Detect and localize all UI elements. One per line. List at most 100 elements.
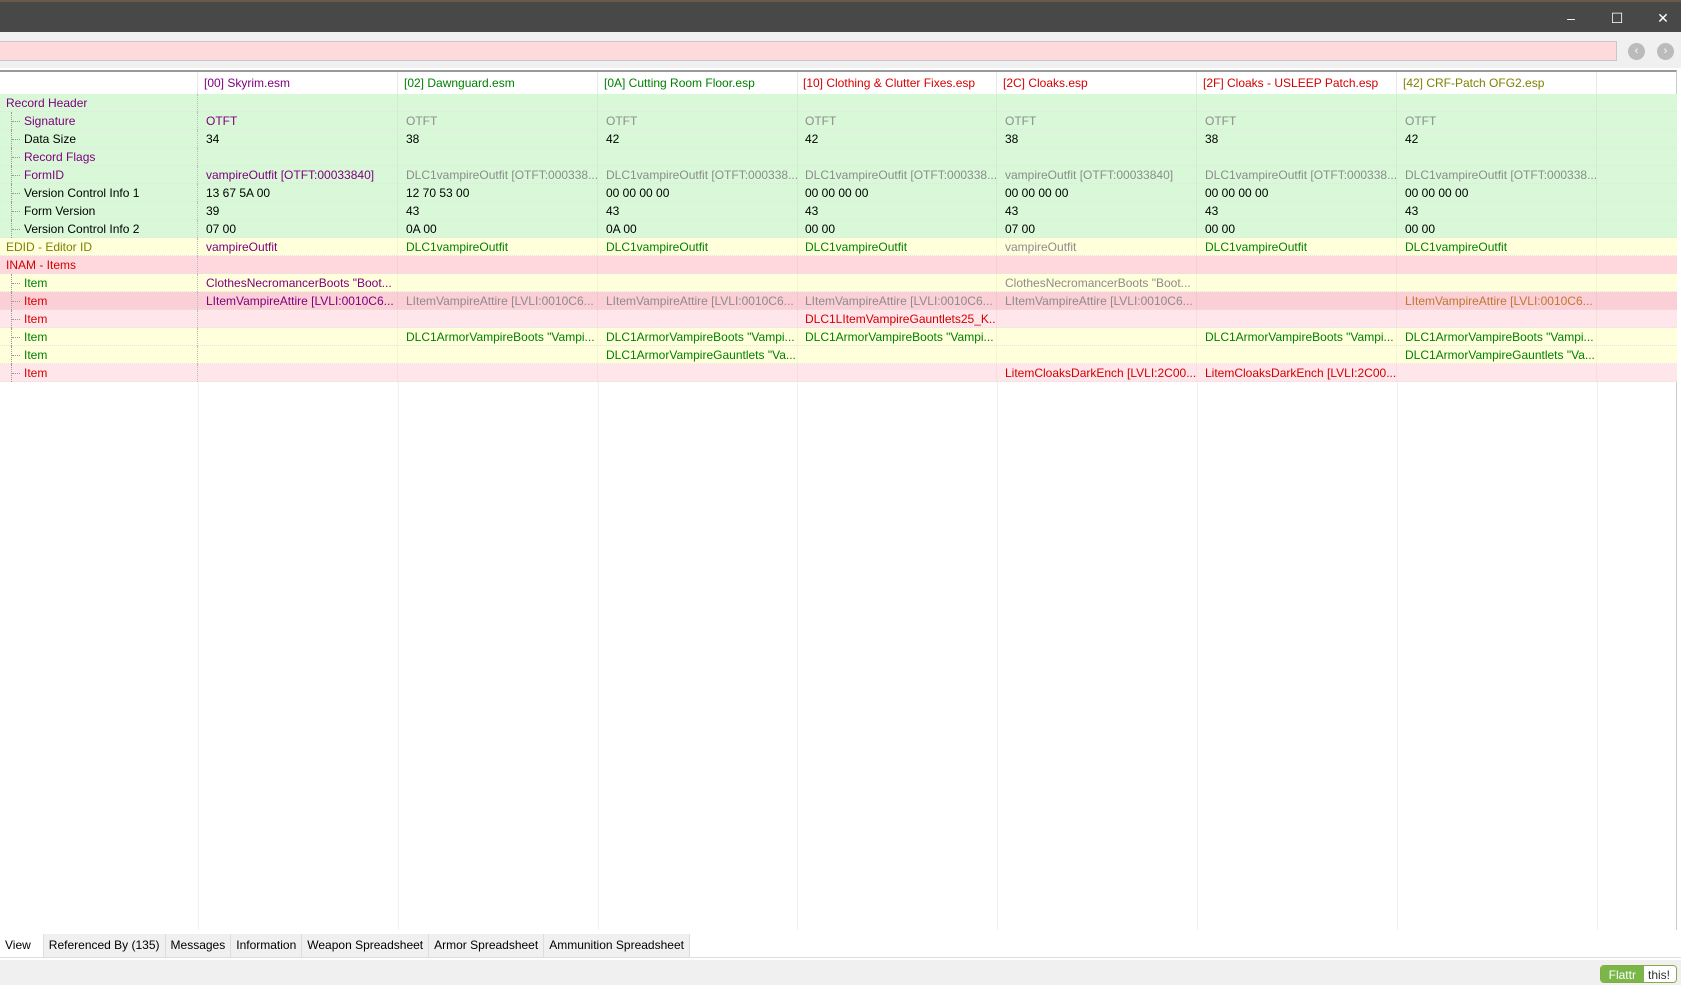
column-header[interactable]: [42] CRF-Patch OFG2.esp [1397,72,1597,94]
value-cell[interactable] [797,256,997,274]
value-cell[interactable] [1197,256,1397,274]
value-cell[interactable]: 43 [997,202,1197,220]
value-cell[interactable]: DLC1ArmorVampireBoots "Vampi... [1197,328,1397,346]
value-cell[interactable] [598,364,798,382]
value-cell[interactable] [398,346,598,364]
value-cell[interactable]: 00 00 00 00 [1397,184,1597,202]
value-cell[interactable]: ClothesNecromancerBoots "Boot... [198,274,398,292]
back-circle-icon[interactable]: ‹ [1628,43,1645,60]
value-cell[interactable]: DLC1vampireOutfit [1197,238,1397,256]
value-cell[interactable] [398,94,598,112]
value-cell[interactable] [598,256,798,274]
value-cell[interactable] [1197,148,1397,166]
value-cell[interactable]: OTFT [1197,112,1397,130]
value-cell[interactable]: DLC1ArmorVampireBoots "Vampi... [398,328,598,346]
value-cell[interactable]: 07 00 [997,220,1197,238]
value-cell[interactable]: 43 [797,202,997,220]
table-row[interactable]: Item LitemCloaksDarkEnch [LVLI:2C00... Lit… [0,364,1677,382]
flattr-button[interactable]: Flattr this! [1599,965,1677,983]
value-cell[interactable]: LItemVampireAttire [LVLI:0010C6... [797,292,997,310]
value-cell[interactable]: DLC1ArmorVampireGauntlets "Va... [1397,346,1597,364]
tab-messages[interactable]: Messages [165,934,232,957]
tab-view[interactable]: View [0,934,44,957]
value-cell[interactable] [398,310,598,328]
value-cell[interactable]: DLC1vampireOutfit [1397,238,1597,256]
value-cell[interactable] [997,346,1197,364]
maximize-button[interactable]: ☐ [1610,10,1624,26]
value-cell[interactable]: 38 [997,130,1197,148]
value-cell[interactable]: 00 00 00 00 [997,184,1197,202]
value-cell[interactable]: 43 [1197,202,1397,220]
value-cell[interactable]: 00 00 00 00 [598,184,798,202]
table-row[interactable]: Version Control Info 2 07 00 0A 00 0A 00 00 … [0,220,1677,238]
value-cell[interactable] [198,148,398,166]
table-row[interactable]: FormID vampireOutfit [OTFT:00033840] DLC1v… [0,166,1677,184]
table-row[interactable]: INAM - Items [0,256,1677,274]
value-cell[interactable] [198,346,398,364]
value-cell[interactable]: DLC1ArmorVampireBoots "Vampi... [598,328,798,346]
value-cell[interactable] [997,310,1197,328]
value-cell[interactable]: OTFT [997,112,1197,130]
value-cell[interactable] [598,148,798,166]
filter-input[interactable] [0,41,1617,61]
tab-ammunition-spreadsheet[interactable]: Ammunition Spreadsheet [544,934,690,957]
value-cell[interactable]: DLC1vampireOutfit [OTFT:000338... [598,166,798,184]
table-row[interactable]: Data Size 34 38 42 42 38 38 42 [0,130,1677,148]
value-cell[interactable]: 43 [398,202,598,220]
value-cell[interactable] [1197,292,1397,310]
value-cell[interactable] [1397,274,1597,292]
value-cell[interactable]: vampireOutfit [997,238,1197,256]
table-row[interactable]: Signature OTFT OTFT OTFT OTFT OTFT OTFT OTFT [0,112,1677,130]
tab-referenced-by-135[interactable]: Referenced By (135) [43,934,166,957]
value-cell[interactable]: OTFT [598,112,798,130]
value-cell[interactable]: 39 [198,202,398,220]
tab-armor-spreadsheet[interactable]: Armor Spreadsheet [429,934,545,957]
value-cell[interactable]: 0A 00 [398,220,598,238]
column-header[interactable]: [2C] Cloaks.esp [997,72,1197,94]
close-button[interactable]: ✕ [1657,10,1669,26]
value-cell[interactable] [1397,94,1597,112]
value-cell[interactable]: 12 70 53 00 [398,184,598,202]
value-cell[interactable] [797,346,997,364]
value-cell[interactable] [1197,346,1397,364]
value-cell[interactable]: LItemVampireAttire [LVLI:0010C6... [198,292,398,310]
value-cell[interactable] [797,274,997,292]
table-row[interactable]: Record Flags [0,148,1677,166]
value-cell[interactable] [997,148,1197,166]
value-cell[interactable] [797,94,997,112]
value-cell[interactable]: 00 00 [1197,220,1397,238]
value-cell[interactable]: DLC1vampireOutfit [OTFT:000338... [1397,166,1597,184]
table-row[interactable]: Item DLC1ArmorVampireGauntlets "Va... DLC1… [0,346,1677,364]
value-cell[interactable] [997,256,1197,274]
value-cell[interactable]: 43 [598,202,798,220]
value-cell[interactable]: vampireOutfit [198,238,398,256]
value-cell[interactable] [1197,94,1397,112]
value-cell[interactable] [598,310,798,328]
table-row[interactable]: Item DLC1ArmorVampireBoots "Vampi... DLC1A… [0,328,1677,346]
value-cell[interactable]: DLC1vampireOutfit [598,238,798,256]
value-cell[interactable]: vampireOutfit [OTFT:00033840] [997,166,1197,184]
value-cell[interactable]: DLC1vampireOutfit [OTFT:000338... [797,166,997,184]
table-row[interactable]: Record Header [0,94,1677,112]
value-cell[interactable]: 0A 00 [598,220,798,238]
value-cell[interactable]: 07 00 [198,220,398,238]
table-row[interactable]: Item LItemVampireAttire [LVLI:0010C6... LI… [0,292,1677,310]
value-cell[interactable]: DLC1vampireOutfit [OTFT:000338... [398,166,598,184]
value-cell[interactable] [398,274,598,292]
value-cell[interactable]: DLC1ArmorVampireGauntlets "Va... [598,346,798,364]
value-cell[interactable]: DLC1ArmorVampireBoots "Vampi... [797,328,997,346]
table-row[interactable]: Item ClothesNecromancerBoots "Boot... Clot… [0,274,1677,292]
value-cell[interactable] [1397,148,1597,166]
value-cell[interactable] [198,328,398,346]
value-cell[interactable]: 00 00 00 00 [1197,184,1397,202]
table-row[interactable]: EDID - Editor ID vampireOutfit DLC1vampire… [0,238,1677,256]
column-header[interactable]: [0A] Cutting Room Floor.esp [598,72,798,94]
value-cell[interactable]: LItemVampireAttire [LVLI:0010C6... [598,292,798,310]
value-cell[interactable]: DLC1vampireOutfit [398,238,598,256]
value-cell[interactable]: 38 [1197,130,1397,148]
tab-information[interactable]: Information [231,934,303,957]
value-cell[interactable]: DLC1vampireOutfit [OTFT:000338... [1197,166,1397,184]
table-row[interactable]: Item DLC1LItemVampireGauntlets25_K... [0,310,1677,328]
value-cell[interactable]: 42 [598,130,798,148]
value-cell[interactable] [1397,256,1597,274]
